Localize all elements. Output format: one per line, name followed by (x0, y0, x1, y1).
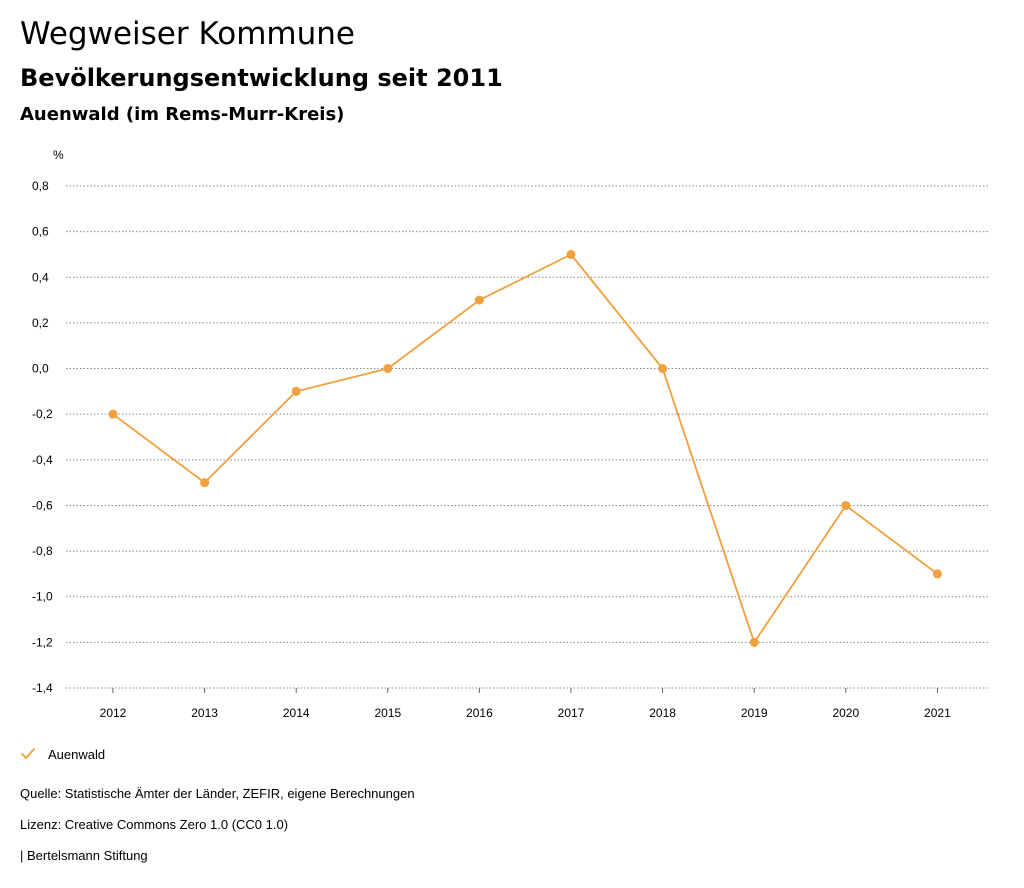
y-tick-label: 0,8 (32, 179, 49, 193)
series-line (112, 253, 938, 644)
data-point (200, 478, 210, 488)
x-tick-label: 2021 (924, 706, 951, 720)
x-tick-label: 2016 (466, 706, 493, 720)
x-tick-label: 2013 (191, 706, 218, 720)
license-note: Lizenz: Creative Commons Zero 1.0 (CC0 1… (20, 817, 289, 832)
y-tick-label: 0,4 (32, 270, 49, 284)
data-point (841, 500, 851, 510)
y-tick-label: -0,2 (32, 407, 53, 421)
y-tick-label: -1,2 (32, 635, 53, 649)
data-point (566, 249, 576, 259)
axes: % 0,8 0,6 0,4 0,2 0,0 -0,2 -0,4 -0,6 -0,8 -1,0 -1,2… (32, 148, 951, 720)
chart-legend[interactable]: Auenwald (20, 744, 105, 764)
data-point (658, 364, 668, 374)
y-tick-label: -0,4 (32, 453, 53, 467)
publisher-note: | Bertelsmann Stiftung (20, 848, 148, 863)
data-point (932, 569, 942, 579)
y-tick-label: 0,2 (32, 316, 49, 330)
y-tick-label: -1,4 (32, 681, 53, 695)
x-tick-label: 2015 (374, 706, 401, 720)
y-tick-label: -0,6 (32, 498, 53, 512)
x-tick-label: 2019 (741, 706, 768, 720)
y-axis-unit: % (53, 148, 64, 162)
chart-subtitle: Bevölkerungsentwicklung seit 2011 (20, 64, 503, 92)
y-tick-label: 0,6 (32, 225, 49, 239)
x-tick-label: 2020 (832, 706, 859, 720)
region-label: Auenwald (im Rems-Murr-Kreis) (20, 104, 345, 125)
y-tick-label: -0,8 (32, 544, 53, 558)
data-point (474, 295, 484, 305)
x-tick-label: 2017 (558, 706, 585, 720)
x-tick-label: 2012 (100, 706, 127, 720)
series-auenwald (108, 249, 942, 647)
y-tick-label: -1,0 (32, 590, 53, 604)
data-point (108, 409, 118, 419)
y-tick-label: 0,0 (32, 362, 49, 376)
grid-lines (66, 185, 990, 689)
data-point (749, 637, 759, 647)
check-icon (21, 748, 35, 759)
data-point (383, 364, 393, 374)
page-title: Wegweiser Kommune (20, 16, 355, 52)
data-point (291, 386, 301, 396)
x-tick-label: 2018 (649, 706, 676, 720)
line-chart: % 0,8 0,6 0,4 0,2 0,0 -0,2 -0,4 -0,6 -0,8 -1,0 -1,2… (32, 148, 990, 720)
source-note: Quelle: Statistische Ämter der Länder, Z… (20, 786, 415, 801)
x-tick-label: 2014 (283, 706, 310, 720)
legend-label: Auenwald (48, 746, 106, 762)
